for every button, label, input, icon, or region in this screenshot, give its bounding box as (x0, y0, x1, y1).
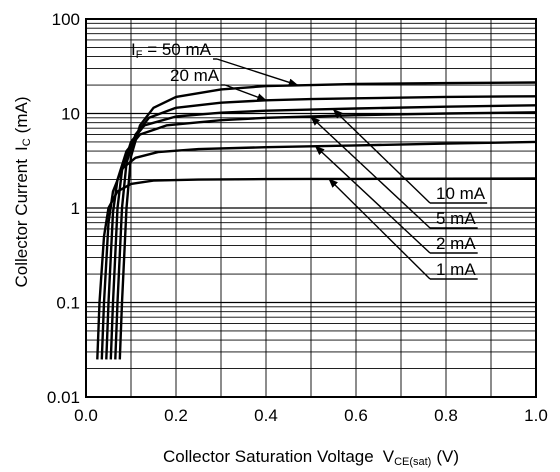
y-tick-label: 100 (52, 10, 80, 29)
y-axis-symbol-sub: C (21, 138, 33, 146)
annotations: IF = 50 mA 20 mA 10 mA 5 mA 2 mA 1 mA (131, 40, 488, 280)
y-tick-label: 1 (71, 199, 80, 218)
series-line-50-ma (118, 81, 537, 360)
y-axis-unit: (mA) (12, 96, 31, 133)
annotation-10-ma: 10 mA (436, 184, 486, 203)
series-line-1-ma (96, 177, 537, 360)
annotation-arrow (224, 84, 267, 101)
annotation-20-ma: 20 mA (170, 66, 220, 85)
x-axis-symbol: V (383, 447, 395, 466)
curves (96, 81, 537, 360)
annotation-1-ma: 1 mA (436, 260, 476, 279)
annotation-arrow (310, 116, 431, 229)
annotation-arrow (328, 178, 431, 280)
y-axis-title-text: Collector Current (12, 159, 31, 288)
annotation-arrow (314, 145, 431, 254)
annotation-5-ma: 5 mA (436, 209, 476, 228)
x-tick-label: 0.8 (434, 406, 458, 425)
series-line-20-ma (114, 95, 537, 360)
series-line-10-ma (109, 104, 537, 360)
x-tick-label: 1.0 (524, 406, 548, 425)
annotation-arrow (332, 108, 431, 204)
y-tick-label: 0.01 (47, 388, 80, 407)
grid (85, 19, 537, 398)
plot-frame (85, 18, 537, 398)
annotation-2-ma: 2 mA (436, 234, 476, 253)
x-axis-title: Collector Saturation Voltage VCE(sat) (V) (163, 447, 459, 468)
tick-labels: 0.0 0.2 0.4 0.6 0.8 1.0 0.01 0.1 1 10 100 (47, 10, 548, 425)
x-axis-title-text: Collector Saturation Voltage (163, 447, 374, 466)
annotation-arrow (216, 58, 299, 87)
y-axis-title: Collector Current IC (mA) (12, 96, 33, 287)
x-tick-label: 0.6 (344, 406, 368, 425)
y-axis-symbol: I (12, 146, 31, 151)
annotation-50-ma: IF = 50 mA (131, 40, 212, 61)
y-tick-label: 10 (61, 105, 80, 124)
series-line-5-ma (105, 111, 537, 360)
x-axis-unit: (V) (436, 447, 459, 466)
y-tick-label: 0.1 (56, 294, 80, 313)
series-line-2-ma (100, 140, 537, 360)
x-axis-symbol-sub: CE(sat) (394, 456, 431, 468)
svg-text:Collector CurrentIC(mA): Collector Current IC (mA) (12, 96, 33, 287)
x-tick-label: 0.0 (74, 406, 98, 425)
x-tick-label: 0.2 (164, 406, 188, 425)
x-tick-label: 0.4 (254, 406, 278, 425)
